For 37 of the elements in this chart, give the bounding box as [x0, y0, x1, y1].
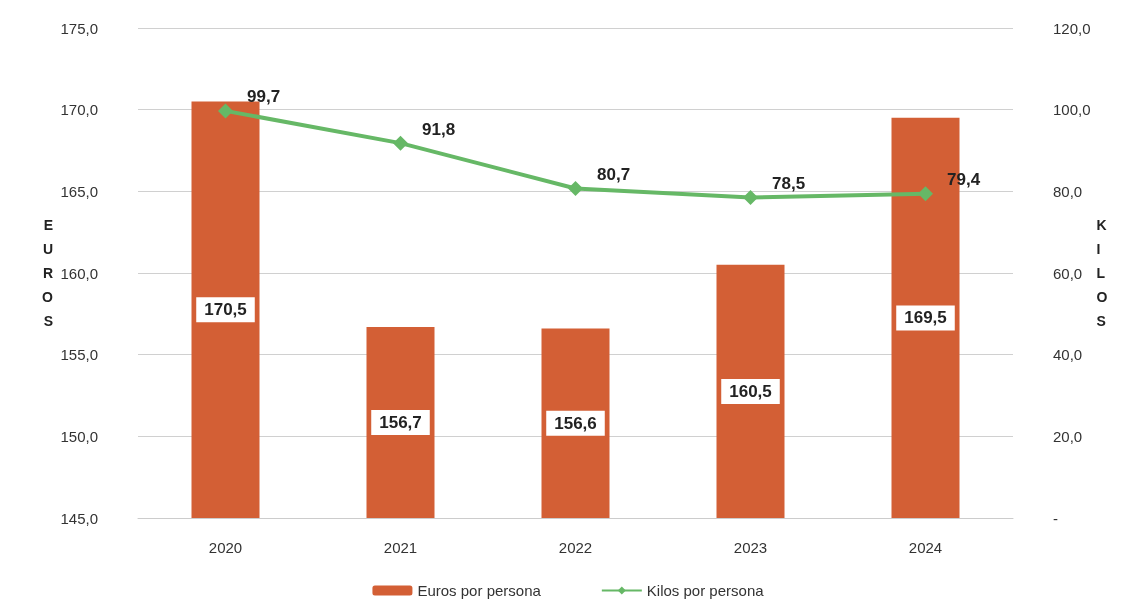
x-tick-label: 2022 [558, 539, 593, 556]
data-label: 80,7 [597, 164, 631, 184]
y2-tick-label: 40,0 [1053, 346, 1083, 364]
data-label: 156,6 [554, 413, 597, 433]
point [568, 180, 583, 196]
x-tick-label: 2020 [208, 539, 243, 556]
y2-tick-label: 60,0 [1053, 264, 1083, 282]
legend-label: Kilos por persona [646, 582, 765, 599]
x-tick-label: 2024 [908, 539, 943, 556]
data-label: 99,7 [247, 87, 281, 107]
data-label: 160,5 [729, 381, 772, 401]
x-tick-label: 2021 [383, 539, 418, 556]
y-tick-label: 155,0 [60, 346, 98, 364]
data-label: 169,5 [904, 308, 947, 328]
data-label: 91,8 [422, 119, 456, 139]
point [918, 186, 933, 202]
y2-tick-label: 80,0 [1053, 182, 1083, 200]
y-axis-title: EUROS [42, 217, 54, 329]
data-label: 78,5 [772, 173, 806, 193]
point [393, 135, 408, 151]
y-tick-label: 165,0 [60, 182, 98, 200]
y2-axis-title: KILOS [1096, 217, 1108, 329]
y2-tick-label: 20,0 [1053, 427, 1083, 445]
y2-tick-label: 120,0 [1053, 19, 1091, 37]
y2-tick-label: 100,0 [1053, 101, 1091, 119]
data-label: 156,7 [379, 412, 422, 432]
y-tick-label: 175,0 [60, 19, 98, 37]
y-tick-label: 150,0 [60, 427, 98, 445]
y-tick-label: 145,0 [60, 509, 98, 527]
x-tick-label: 2023 [733, 539, 768, 556]
data-label: 170,5 [204, 300, 247, 320]
y-tick-label: 160,0 [60, 264, 98, 282]
point [218, 103, 233, 119]
legend-label: Euros por persona [417, 582, 542, 599]
point [743, 189, 758, 205]
y2-tick-label: - [1053, 509, 1058, 527]
y-tick-label: 170,0 [60, 101, 98, 119]
